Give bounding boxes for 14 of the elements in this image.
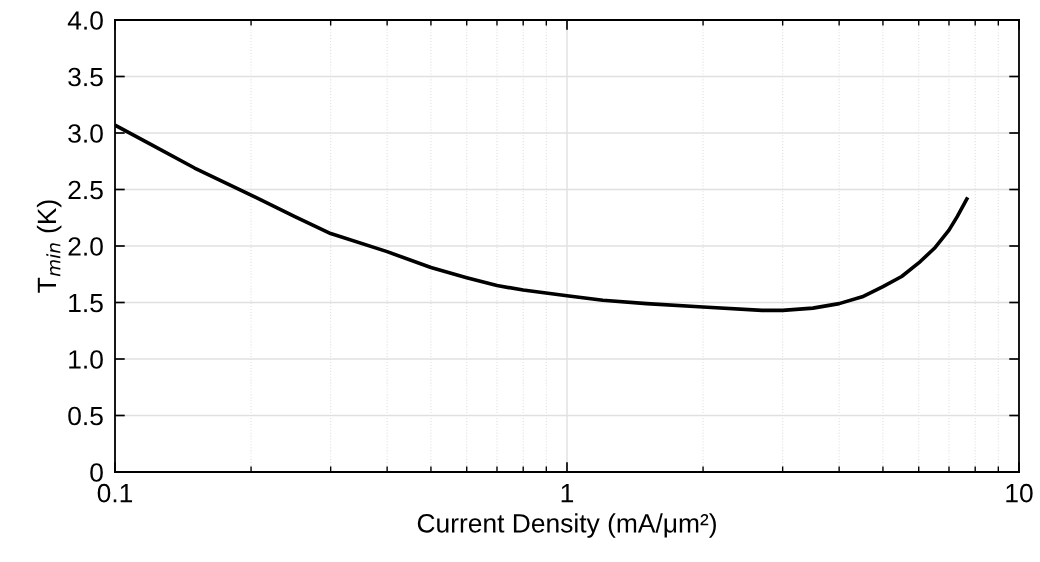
y-tick-label: 3.0 [68,124,103,143]
y-tick-label: 0 [90,463,103,482]
y-tick-label: 1.0 [69,350,103,369]
x-tick-label: 10 [1006,483,1033,503]
y-tick-label: 3.5 [68,67,103,87]
y-tick-label: 4.0 [67,11,103,30]
y-tick-label: 2.5 [68,180,103,200]
y-tick-label: 0.5 [68,406,103,426]
x-tick-label: 0.1 [97,483,133,503]
x-tick-label: 1 [561,484,574,503]
x-axis-title: Current Density (mA/μm²) [417,513,716,538]
y-tick-label: 2.0 [68,237,103,256]
y-axis-title: T$_{min}$ (K) [36,200,62,293]
y-tick-label: 1.5 [69,293,103,313]
